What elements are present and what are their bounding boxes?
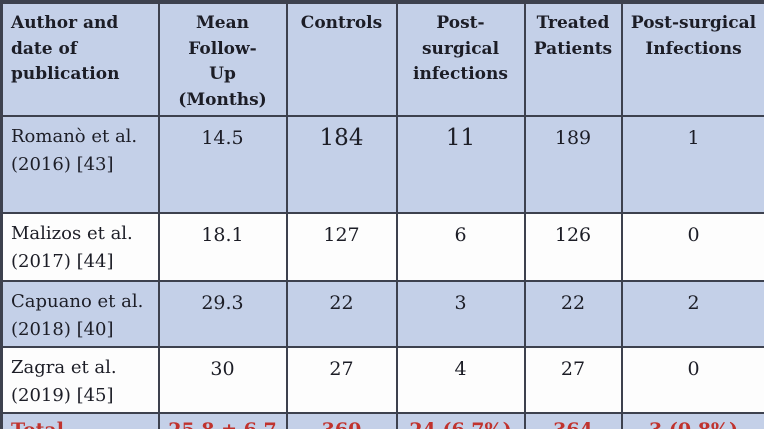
total-treated-patients: 364 <box>523 411 623 429</box>
column-header-author: Author and date of publication <box>0 1 160 117</box>
cell-infections-controls: 11 <box>395 115 526 214</box>
column-header-post-surgical-infections-controls: Post- surgical infections <box>395 1 526 117</box>
column-header-post-surgical-infections-treated: Post-surgical Infections <box>620 1 764 117</box>
cell-mean-follow-up: 29.3 <box>157 280 288 348</box>
column-header-controls: Controls <box>285 1 398 117</box>
column-header-treated-patients: Treated Patients <box>523 1 623 117</box>
total-controls: 360 <box>285 411 398 429</box>
header-row: Author and date of publication Mean Foll… <box>0 1 764 117</box>
cell-infections-treated: 0 <box>620 212 764 282</box>
column-header-mean-follow-up: Mean Follow- Up (Months) <box>157 1 288 117</box>
cell-author: Romanò et al. (2016) [43] <box>0 115 160 214</box>
cell-treated-patients: 189 <box>523 115 623 214</box>
cell-controls: 127 <box>285 212 398 282</box>
cell-infections-controls: 6 <box>395 212 526 282</box>
cell-author: Capuano et al. (2018) [40] <box>0 280 160 348</box>
cell-controls: 184 <box>285 115 398 214</box>
total-mean-follow-up: 25.8 ± 6.7 <box>157 411 288 429</box>
cell-mean-follow-up: 18.1 <box>157 212 288 282</box>
total-infections-controls: 24 (6,7%) <box>395 411 526 429</box>
cell-mean-follow-up: 30 <box>157 345 288 414</box>
total-infections-treated: 3 (0.8%) <box>620 411 764 429</box>
cell-treated-patients: 22 <box>523 280 623 348</box>
cell-controls: 22 <box>285 280 398 348</box>
cell-author: Zagra et al. (2019) [45] <box>0 345 160 414</box>
cell-infections-treated: 1 <box>620 115 764 214</box>
table-row-capuano: Capuano et al. (2018) [40] 29.3 22 3 22 … <box>0 280 764 348</box>
cell-treated-patients: 27 <box>523 345 623 414</box>
cell-treated-patients: 126 <box>523 212 623 282</box>
cell-infections-treated: 0 <box>620 345 764 414</box>
table-row-malizos: Malizos et al. (2017) [44] 18.1 127 6 12… <box>0 212 764 282</box>
cell-controls: 27 <box>285 345 398 414</box>
table-row-romano: Romanò et al. (2016) [43] 14.5 184 11 18… <box>0 115 764 214</box>
cell-infections-controls: 3 <box>395 280 526 348</box>
total-label: Total <box>0 411 160 429</box>
total-row: Total 25.8 ± 6.7 360 24 (6,7%) 364 3 (0.… <box>0 411 764 429</box>
cell-author: Malizos et al. (2017) [44] <box>0 212 160 282</box>
cell-mean-follow-up: 14.5 <box>157 115 288 214</box>
table-row-zagra: Zagra et al. (2019) [45] 30 27 4 27 0 <box>0 345 764 414</box>
cell-infections-treated: 2 <box>620 280 764 348</box>
cell-infections-controls: 4 <box>395 345 526 414</box>
